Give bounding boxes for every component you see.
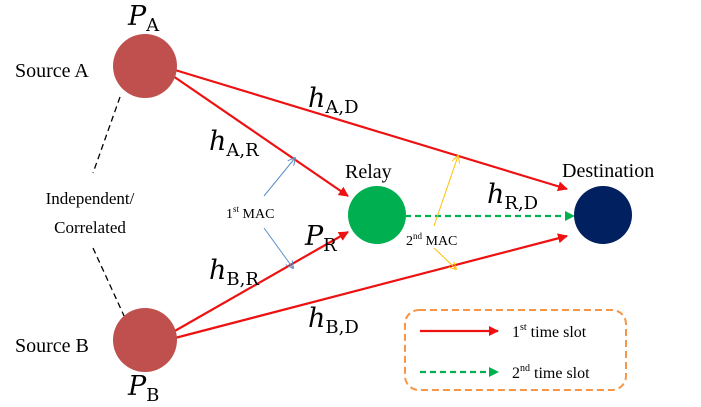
channel-label-h-ar: hA,R — [209, 126, 259, 161]
source-a-label: Source A — [15, 60, 89, 82]
channel-label-h-ad: hA,D — [308, 83, 359, 118]
relay-node — [348, 186, 406, 244]
channel-label-h-rd: hR,D — [487, 179, 538, 214]
mac1-arrow-up — [263, 158, 295, 197]
correlation-line-upper — [92, 96, 121, 174]
legend-label-slot1: 1st time slot — [512, 322, 587, 341]
source-b-node — [113, 308, 177, 372]
mac1-label: 1st MAC — [226, 204, 274, 222]
link-b-to-relay — [172, 231, 349, 333]
destination-label: Destination — [562, 160, 654, 182]
correlation-label: Independent/ — [46, 189, 135, 208]
power-label-b: PB — [127, 371, 159, 406]
legend-label-slot2: 2nd time slot — [512, 363, 590, 382]
relay-label: Relay — [345, 161, 392, 183]
mac1-arrow-down — [263, 227, 293, 268]
mac2-label: 2nd MAC — [406, 231, 457, 249]
source-a-node — [113, 34, 177, 98]
channel-label-h-br: hB,R — [209, 255, 259, 290]
correlation-line-lower — [92, 247, 126, 319]
link-b-to-destination — [174, 233, 568, 340]
power-label-r: PR — [304, 221, 337, 256]
link-a-to-destination — [174, 68, 568, 192]
channel-label-h-bd: hB,D — [308, 303, 359, 338]
source-b-label: Source B — [15, 335, 89, 357]
power-label-a: PA — [127, 1, 160, 36]
link-a-to-relay — [172, 75, 349, 197]
destination-node — [574, 186, 632, 244]
correlation-label-line2: Correlated — [54, 218, 126, 237]
legend-box — [404, 309, 627, 391]
legend: 1st time slot 2nd time slot — [404, 309, 627, 391]
mac2-arrow-down — [433, 247, 456, 269]
mac2-arrow-up — [433, 156, 458, 227]
